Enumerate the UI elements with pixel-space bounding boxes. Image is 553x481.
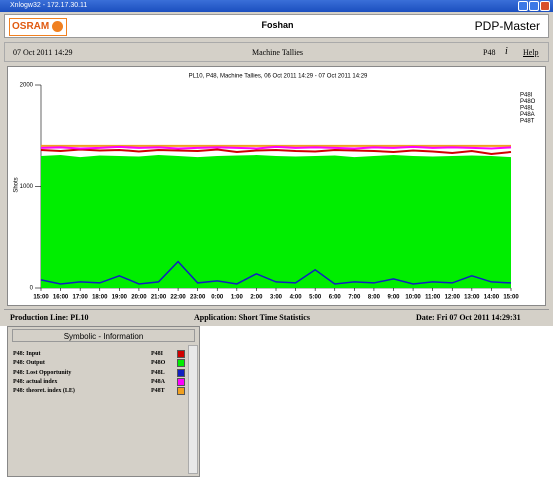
y-tick-label: 0 <box>30 286 34 292</box>
chart: PL10, P48, Machine Tallies, 06 Oct 2011 … <box>14 74 536 301</box>
maximize-button[interactable] <box>529 1 539 11</box>
site-name: Foshan <box>261 20 294 30</box>
x-tick-label: 8:00 <box>368 295 381 301</box>
x-tick-label: 16:00 <box>53 295 69 301</box>
symbol-code: P48O <box>151 360 166 367</box>
x-tick-label: 10:00 <box>405 295 421 301</box>
symbol-code: P48T <box>151 388 165 395</box>
x-tick-label: 6:00 <box>329 295 342 301</box>
logo-icon <box>52 21 63 32</box>
legend-entry: P48I <box>520 93 533 99</box>
series-line <box>40 260 512 285</box>
symbol-code: P48A <box>151 378 165 385</box>
y-tick-label: 1000 <box>20 184 34 190</box>
symbol-list: P48: Input P48I P48: Output P48O P48: Lost O… <box>11 345 187 474</box>
x-tick-label: 2:00 <box>250 295 263 301</box>
x-tick-label: 13:00 <box>464 295 480 301</box>
symbol-swatch <box>177 368 185 377</box>
logo-text: OSRAM <box>12 21 50 32</box>
x-tick-label: 18:00 <box>92 295 108 301</box>
close-button[interactable] <box>540 1 550 11</box>
legend-entry: P48T <box>520 119 535 125</box>
scrollbar[interactable] <box>188 345 198 474</box>
x-tick-label: 11:00 <box>425 295 441 301</box>
symbol-swatch <box>177 387 185 396</box>
symbol-code: P48L <box>151 369 165 376</box>
symbol-description: P48: Lost Opportunity <box>13 369 72 376</box>
datetime: 07 Oct 2011 14:29 <box>13 48 73 57</box>
symbolic-panel: Symbolic - Information P48: Input P48I P48… <box>7 326 200 477</box>
production-line: Production Line: PL10 <box>10 313 89 322</box>
x-tick-label: 15:00 <box>503 295 519 301</box>
main-window: Xnlogw32 - 172.17.30.11 OSRAM Foshan PDP… <box>0 0 553 326</box>
panel-title: Symbolic - Information <box>12 329 195 342</box>
y-tick-label: 2000 <box>20 83 34 89</box>
header: OSRAM Foshan PDP-Master <box>4 14 549 38</box>
logo: OSRAM <box>9 18 67 36</box>
date: Date: Fri 07 Oct 2011 14:29:31 <box>416 313 521 322</box>
symbol-description: P48: Input <box>13 351 41 357</box>
x-tick-label: 1:00 <box>231 295 244 301</box>
symbol-description: P48: Output <box>13 360 45 367</box>
symbol-description: P48: theoret. index (LE) <box>13 388 75 395</box>
x-tick-label: 3:00 <box>270 295 283 301</box>
symbol-swatch <box>177 359 185 368</box>
symbol-code: P48I <box>151 351 163 357</box>
series-line <box>40 145 512 150</box>
minimize-button[interactable] <box>518 1 528 11</box>
status-bar: Production Line: PL10 Application: Short… <box>4 309 549 326</box>
x-tick-label: 4:00 <box>290 295 303 301</box>
x-tick-label: 12:00 <box>445 295 461 301</box>
legend-entry: P48A <box>520 112 535 118</box>
legend-entry: P48O <box>520 99 536 105</box>
help-button[interactable]: Help <box>523 48 539 57</box>
x-tick-label: 20:00 <box>131 295 147 301</box>
x-tick-label: 5:00 <box>309 295 322 301</box>
app-name: PDP-Master <box>474 19 540 33</box>
symbol-swatch <box>177 377 185 386</box>
x-tick-label: 21:00 <box>151 295 167 301</box>
x-tick-label: 23:00 <box>190 295 206 301</box>
x-tick-label: 15:00 <box>33 295 49 301</box>
series-area <box>41 155 511 288</box>
x-tick-label: 22:00 <box>170 295 186 301</box>
legend-entry: P48L <box>520 106 535 112</box>
application: Application: Short Time Statistics <box>194 313 310 322</box>
info-button[interactable]: i <box>505 46 508 57</box>
symbol-swatch <box>177 350 185 358</box>
view-name: Machine Tallies <box>251 48 304 57</box>
machine[interactable]: P48 <box>483 48 496 57</box>
title-bar: Xnlogw32 - 172.17.30.11 <box>0 0 553 12</box>
x-tick-label: 9:00 <box>387 295 400 301</box>
x-tick-label: 19:00 <box>112 295 128 301</box>
chart-title: PL10, P48, Machine Tallies, 06 Oct 2011 … <box>189 74 368 80</box>
y-axis-label: Shots <box>14 177 20 192</box>
toolbar: 07 Oct 2011 14:29 Machine Tallies P48 i … <box>4 42 549 62</box>
x-tick-label: 7:00 <box>348 295 361 301</box>
x-tick-label: 17:00 <box>72 295 88 301</box>
window-title: Xnlogw32 - 172.17.30.11 <box>10 2 88 9</box>
x-tick-label: 0:00 <box>211 295 224 301</box>
chart-frame: PL10, P48, Machine Tallies, 06 Oct 2011 … <box>7 66 546 306</box>
symbol-description: P48: actual index <box>13 378 58 385</box>
x-tick-label: 14:00 <box>484 295 500 301</box>
series-line <box>40 148 512 156</box>
